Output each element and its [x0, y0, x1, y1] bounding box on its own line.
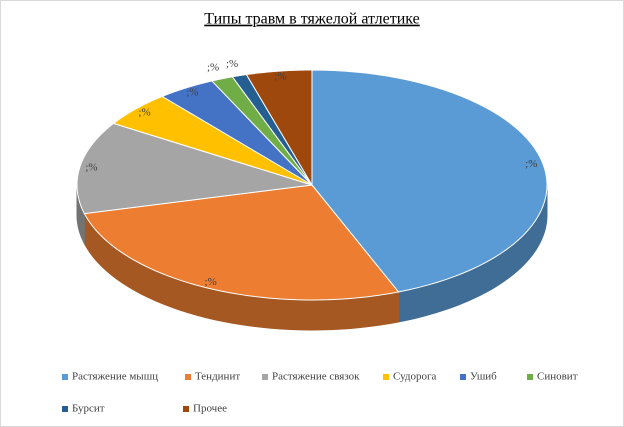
legend-label: Ушиб	[470, 371, 497, 383]
chart-title: Типы травм в тяжелой атлетике	[204, 11, 420, 28]
slice	[83, 184, 400, 301]
legend: Растяжение мышц Тендинит Растяжение связок…	[62, 371, 578, 415]
data-label: ;%	[207, 62, 219, 74]
legend-marker	[183, 406, 189, 412]
legend-marker	[62, 406, 68, 412]
legend-label: Растяжение связок	[272, 371, 360, 383]
legend-label: Прочее	[193, 403, 227, 415]
data-label: ;%	[226, 58, 238, 70]
slice	[112, 95, 313, 186]
data-label: ;%	[525, 158, 537, 170]
pie: ;%;%;%;%;%;%;%;%	[76, 58, 548, 331]
slice	[311, 69, 548, 293]
data-label: ;%	[274, 70, 286, 82]
legend-marker	[460, 374, 466, 380]
legend-label: Бурсит	[72, 403, 105, 415]
slice	[210, 76, 313, 186]
legend-marker	[62, 374, 68, 380]
legend-label: Растяжение мышц	[72, 371, 158, 383]
legend-label: Тендинит	[195, 371, 240, 383]
data-label: ;%	[138, 106, 150, 118]
data-label: ;%	[186, 86, 198, 98]
slice	[161, 80, 313, 186]
slice	[231, 74, 313, 186]
legend-label: Синовит	[537, 371, 578, 383]
legend-marker	[262, 374, 268, 380]
slice	[245, 69, 313, 187]
legend-marker	[185, 374, 191, 380]
data-label: ;%	[85, 161, 97, 173]
legend-marker	[527, 374, 533, 380]
legend-marker	[383, 374, 389, 380]
data-label: ;%	[205, 276, 217, 288]
slice	[76, 122, 313, 215]
legend-label: Судорога	[393, 371, 436, 383]
